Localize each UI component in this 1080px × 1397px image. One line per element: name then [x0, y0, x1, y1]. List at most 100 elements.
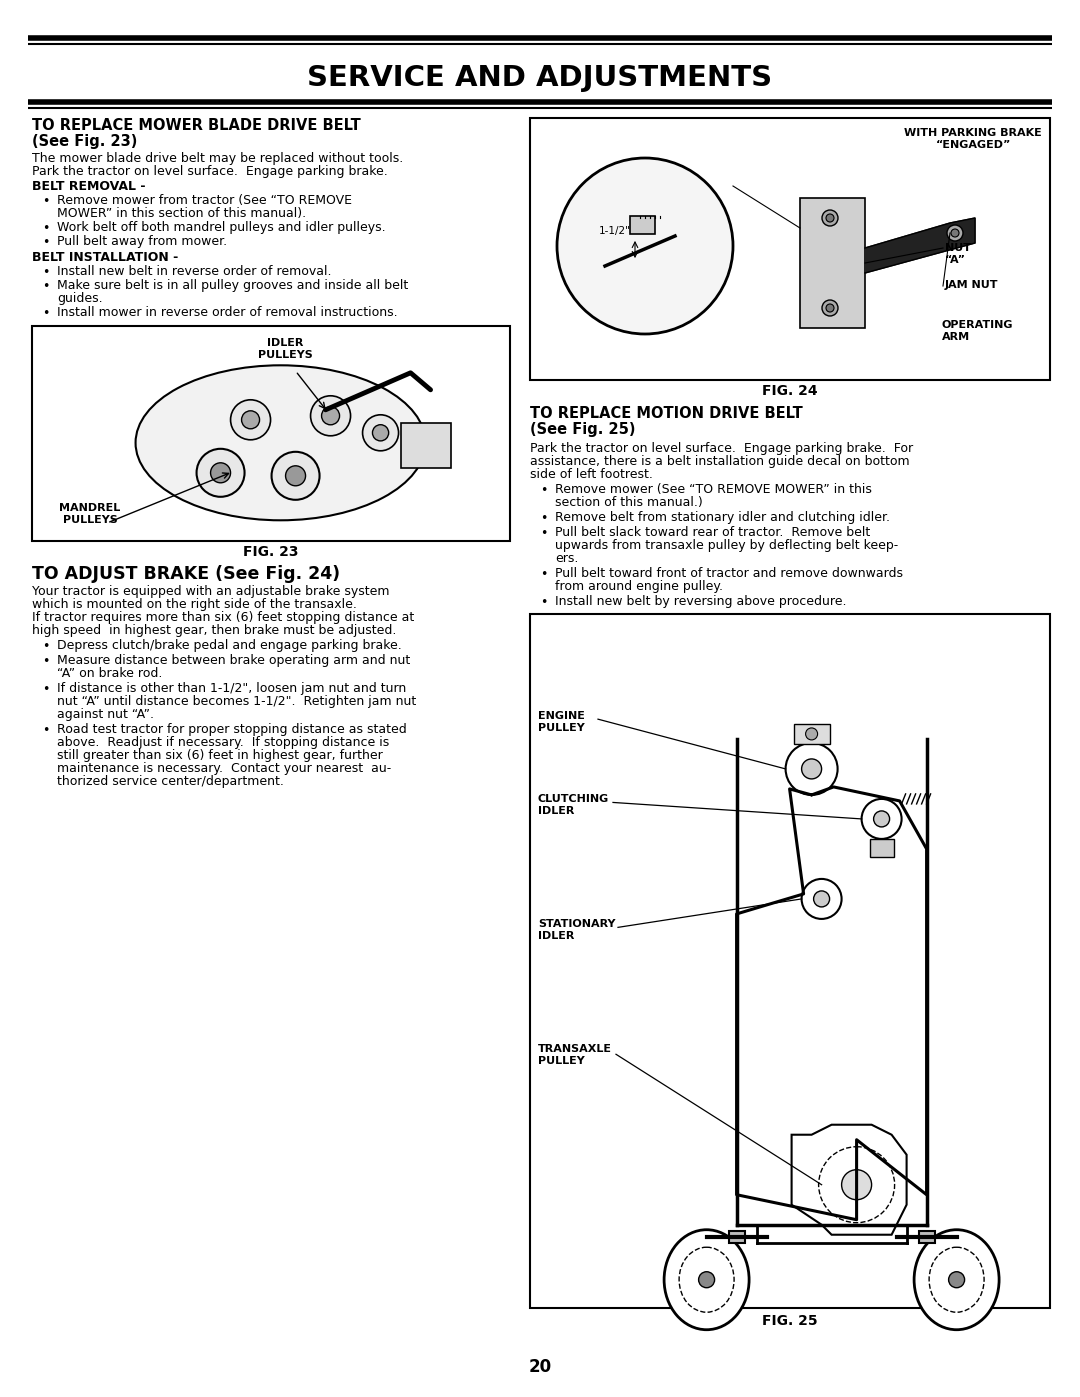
Text: •: • [42, 236, 50, 249]
Circle shape [285, 465, 306, 486]
Text: •: • [42, 279, 50, 293]
Text: •: • [42, 724, 50, 738]
Circle shape [822, 210, 838, 226]
Text: STATIONARY
IDLER: STATIONARY IDLER [538, 919, 616, 942]
Text: still greater than six (6) feet in highest gear, further: still greater than six (6) feet in highe… [57, 749, 382, 761]
Text: nut “A” until distance becomes 1-1/2".  Retighten jam nut: nut “A” until distance becomes 1-1/2". R… [57, 694, 416, 708]
Text: Park the tractor on level surface.  Engage parking brake.: Park the tractor on level surface. Engag… [32, 165, 388, 177]
Circle shape [785, 743, 838, 795]
Text: (See Fig. 23): (See Fig. 23) [32, 134, 137, 149]
Text: Install new belt by reversing above procedure.: Install new belt by reversing above proc… [555, 595, 847, 608]
Bar [530, 117, 1050, 380]
Circle shape [801, 879, 841, 919]
Bar [530, 615, 1050, 1308]
Bar [800, 198, 865, 328]
Text: 20: 20 [528, 1358, 552, 1376]
Text: The mower blade drive belt may be replaced without tools.: The mower blade drive belt may be replac… [32, 152, 403, 165]
Circle shape [373, 425, 389, 441]
Text: FIG. 24: FIG. 24 [762, 384, 818, 398]
Text: Install new belt in reverse order of removal.: Install new belt in reverse order of rem… [57, 265, 332, 278]
Text: Pull belt toward front of tractor and remove downwards: Pull belt toward front of tractor and re… [555, 567, 903, 580]
Text: (See Fig. 25): (See Fig. 25) [530, 422, 635, 437]
Text: assistance, there is a belt installation guide decal on bottom: assistance, there is a belt installation… [530, 455, 909, 468]
Text: Road test tractor for proper stopping distance as stated: Road test tractor for proper stopping di… [57, 724, 407, 736]
Bar [630, 217, 654, 235]
Circle shape [801, 759, 822, 780]
Circle shape [322, 407, 339, 425]
Text: Remove belt from stationary idler and clutching idler.: Remove belt from stationary idler and cl… [555, 511, 890, 524]
Circle shape [197, 448, 244, 497]
Ellipse shape [914, 1229, 999, 1330]
Circle shape [813, 891, 829, 907]
Text: NUT
“A”: NUT “A” [945, 243, 971, 264]
Ellipse shape [929, 1248, 984, 1312]
Text: TO REPLACE MOWER BLADE DRIVE BELT: TO REPLACE MOWER BLADE DRIVE BELT [32, 117, 361, 133]
Text: •: • [42, 265, 50, 279]
Ellipse shape [664, 1229, 750, 1330]
Text: CLUTCHING
IDLER: CLUTCHING IDLER [538, 795, 609, 816]
Text: ENGINE
PULLEY: ENGINE PULLEY [538, 711, 585, 733]
Text: section of this manual.): section of this manual.) [555, 496, 703, 509]
Circle shape [230, 400, 271, 440]
Text: high speed  in highest gear, then brake must be adjusted.: high speed in highest gear, then brake m… [32, 624, 396, 637]
Text: Make sure belt is in all pulley grooves and inside all belt: Make sure belt is in all pulley grooves … [57, 279, 408, 292]
Text: Measure distance between brake operating arm and nut: Measure distance between brake operating… [57, 654, 410, 666]
Bar [32, 326, 510, 541]
Text: thorized service center/department.: thorized service center/department. [57, 775, 284, 788]
Text: WITH PARKING BRAKE
“ENGAGED”: WITH PARKING BRAKE “ENGAGED” [904, 129, 1042, 149]
Text: maintenance is necessary.  Contact your nearest  au-: maintenance is necessary. Contact your n… [57, 761, 391, 775]
Circle shape [211, 462, 230, 483]
Circle shape [271, 451, 320, 500]
Circle shape [699, 1271, 715, 1288]
Text: •: • [42, 640, 50, 652]
Text: TO ADJUST BRAKE (See Fig. 24): TO ADJUST BRAKE (See Fig. 24) [32, 564, 340, 583]
Circle shape [841, 1169, 872, 1200]
Bar [794, 724, 829, 745]
Text: from around engine pulley.: from around engine pulley. [555, 580, 723, 592]
Text: Remove mower (See “TO REMOVE MOWER” in this: Remove mower (See “TO REMOVE MOWER” in t… [555, 483, 872, 496]
Circle shape [826, 305, 834, 312]
Text: TRANSAXLE
PULLEY: TRANSAXLE PULLEY [538, 1045, 612, 1066]
Ellipse shape [679, 1248, 734, 1312]
Text: Work belt off both mandrel pulleys and idler pulleys.: Work belt off both mandrel pulleys and i… [57, 221, 386, 235]
Text: Pull belt slack toward rear of tractor.  Remove belt: Pull belt slack toward rear of tractor. … [555, 527, 870, 539]
Circle shape [947, 225, 963, 242]
Text: upwards from transaxle pulley by deflecting belt keep-: upwards from transaxle pulley by deflect… [555, 539, 899, 552]
Text: Pull belt away from mower.: Pull belt away from mower. [57, 235, 227, 249]
Text: •: • [540, 483, 548, 497]
Text: •: • [540, 597, 548, 609]
Text: MOWER” in this section of this manual).: MOWER” in this section of this manual). [57, 207, 306, 219]
Text: Remove mower from tractor (See “TO REMOVE: Remove mower from tractor (See “TO REMOV… [57, 194, 352, 207]
Text: Depress clutch/brake pedal and engage parking brake.: Depress clutch/brake pedal and engage pa… [57, 638, 402, 652]
Text: BELT INSTALLATION -: BELT INSTALLATION - [32, 251, 178, 264]
Circle shape [557, 158, 733, 334]
Text: •: • [540, 511, 548, 525]
Bar [869, 840, 893, 856]
Text: •: • [540, 569, 548, 581]
Text: OPERATING
ARM: OPERATING ARM [942, 320, 1013, 342]
Circle shape [822, 300, 838, 316]
Text: ers.: ers. [555, 552, 579, 564]
Bar [401, 423, 450, 468]
Text: •: • [42, 655, 50, 668]
Text: IDLER
PULLEYS: IDLER PULLEYS [258, 338, 313, 359]
Circle shape [363, 415, 399, 451]
Text: above.  Readjust if necessary.  If stopping distance is: above. Readjust if necessary. If stoppin… [57, 736, 389, 749]
Text: If distance is other than 1-1/2", loosen jam nut and turn: If distance is other than 1-1/2", loosen… [57, 682, 406, 694]
Circle shape [862, 799, 902, 840]
Text: JAM NUT: JAM NUT [945, 279, 999, 291]
Text: FIG. 25: FIG. 25 [762, 1315, 818, 1329]
Polygon shape [792, 1125, 906, 1235]
Text: TO REPLACE MOTION DRIVE BELT: TO REPLACE MOTION DRIVE BELT [530, 407, 802, 420]
Circle shape [874, 810, 890, 827]
Circle shape [806, 728, 818, 740]
Circle shape [951, 229, 959, 237]
Polygon shape [865, 218, 975, 272]
Text: •: • [42, 222, 50, 235]
Text: side of left footrest.: side of left footrest. [530, 468, 653, 481]
Text: •: • [42, 196, 50, 208]
Text: Your tractor is equipped with an adjustable brake system: Your tractor is equipped with an adjusta… [32, 585, 390, 598]
Bar [919, 1231, 934, 1243]
Text: BELT REMOVAL -: BELT REMOVAL - [32, 180, 146, 193]
Text: •: • [42, 307, 50, 320]
